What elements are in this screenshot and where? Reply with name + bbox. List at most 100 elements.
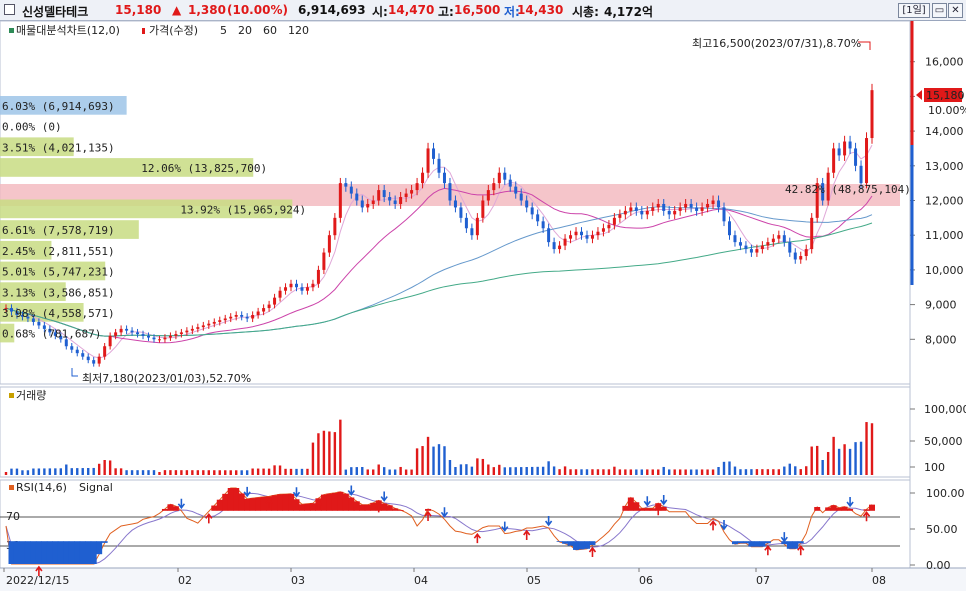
- volume-bar: [48, 468, 52, 475]
- volume-bar: [404, 469, 408, 475]
- volume-bar: [596, 469, 600, 475]
- volume-bar: [805, 466, 808, 475]
- legend-rsi: RSI(14,6): [16, 481, 67, 494]
- candle-body: [322, 252, 326, 270]
- sell-arrow-icon: [177, 498, 186, 510]
- candle-body: [48, 328, 52, 333]
- x-tick-label: 05: [527, 574, 541, 587]
- volume-bar: [163, 470, 167, 475]
- volume-bar: [750, 469, 753, 475]
- volume-bar: [673, 469, 676, 475]
- open-value: 14,470: [388, 3, 435, 17]
- period-button[interactable]: [1일]: [898, 3, 930, 18]
- candle-body: [727, 221, 731, 236]
- volume-bar: [624, 469, 627, 475]
- low-arrow-icon: [71, 368, 78, 377]
- candle-body: [141, 334, 145, 336]
- volume-bar: [651, 469, 654, 475]
- candle-body: [223, 318, 227, 321]
- volume-bar: [766, 469, 770, 475]
- rsi-panel-frame: [0, 479, 911, 569]
- volume-bar: [443, 446, 446, 475]
- volume-bar: [70, 468, 73, 475]
- candle-body: [700, 207, 704, 211]
- volume-profile-labels: 6.03% (6,914,693) 0.00% (0) 3.51% (4,021,1…: [2, 100, 911, 341]
- volume-bar: [607, 469, 611, 475]
- volume-bar: [854, 442, 857, 475]
- volume-bar: [733, 466, 737, 475]
- candle-body: [251, 315, 255, 319]
- candle-body: [810, 217, 814, 250]
- candle-body: [673, 210, 677, 215]
- stock-name[interactable]: 신성델타테크: [22, 5, 89, 19]
- candle-body: [64, 339, 68, 347]
- volume-bar: [141, 470, 145, 475]
- volume-bar: [662, 466, 665, 475]
- volume-bar: [684, 469, 687, 475]
- volume-bar: [569, 469, 572, 475]
- volume-bar: [799, 469, 802, 475]
- price-axis: 16,00015,00014,00013,00012,00011,00010,0…: [910, 56, 964, 346]
- candle-body: [514, 186, 518, 194]
- candle-body: [552, 242, 556, 250]
- candle-body: [196, 327, 200, 329]
- candle-body: [536, 214, 540, 222]
- buy-arrow-icon: [424, 510, 432, 521]
- volume-bar: [245, 470, 249, 475]
- volume-bar: [306, 468, 309, 475]
- candle-body: [42, 325, 46, 329]
- profile-bar: [0, 199, 293, 219]
- candle-body: [749, 249, 753, 253]
- volume-profile: [0, 96, 293, 343]
- candle-body: [497, 172, 501, 184]
- volume-bar: [870, 423, 874, 475]
- x-tick-label: 02: [178, 574, 192, 587]
- candle-body: [92, 360, 96, 364]
- profile-bar: [0, 282, 66, 301]
- candle-body: [442, 172, 446, 184]
- volume-bar: [37, 468, 41, 475]
- candle-body: [848, 141, 852, 149]
- checkbox-icon[interactable]: [4, 4, 15, 15]
- volume-bar: [191, 470, 194, 475]
- candle-body: [508, 179, 512, 187]
- candle-body: [448, 183, 452, 201]
- volume-bar: [399, 466, 402, 475]
- volume-bar: [300, 468, 304, 475]
- price-change-pct: (10.00%): [227, 3, 288, 17]
- candles: [4, 83, 874, 367]
- candle-body: [371, 200, 375, 204]
- profile-bar-label: 0.68% (781,687): [2, 328, 101, 341]
- profile-bar-label: 3.13% (3,586,851): [2, 286, 115, 299]
- candle-body: [733, 235, 737, 243]
- volume-bar: [530, 466, 534, 475]
- candle-body: [464, 217, 468, 229]
- sell-arrow-icon: [440, 507, 449, 518]
- volume-bar: [761, 469, 764, 475]
- sell-arrow-icon: [660, 495, 668, 506]
- candle-body: [706, 203, 710, 208]
- buy-arrow-icon: [588, 546, 597, 557]
- candle-body: [629, 207, 633, 211]
- candle-body: [81, 353, 85, 357]
- mcap-label: 시총:: [572, 5, 599, 19]
- low-value: 14,430: [517, 3, 564, 17]
- minimize-icon[interactable]: ▭: [932, 3, 947, 18]
- legend-volume-icon: [9, 393, 14, 398]
- volume-bar: [563, 466, 567, 475]
- volume-bar: [421, 446, 424, 475]
- candle-body: [344, 183, 348, 187]
- volume-bar: [744, 469, 748, 475]
- volume-bar: [180, 470, 183, 475]
- volume-bar: [262, 468, 265, 475]
- close-icon[interactable]: ✕: [948, 3, 963, 18]
- candle-body: [596, 231, 600, 236]
- volume-bar: [207, 470, 210, 475]
- candle-body: [284, 287, 288, 291]
- candle-body: [377, 190, 381, 201]
- volume-bar: [476, 458, 479, 475]
- candle-body: [744, 245, 748, 250]
- candle-body: [481, 200, 485, 218]
- volume-bar: [837, 448, 841, 475]
